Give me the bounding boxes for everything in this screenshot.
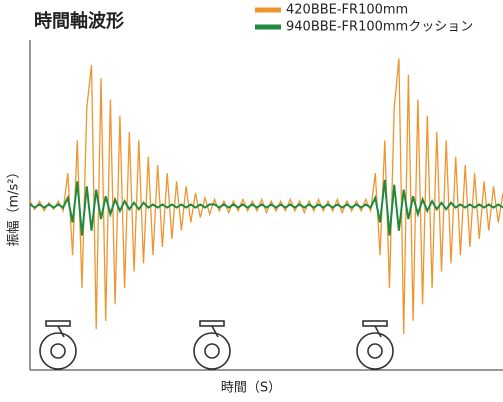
- x-axis-label: 時間（S）: [221, 381, 281, 396]
- legend: 420BBE-FR100mm 940BBE-FR100mmクッション: [255, 3, 473, 35]
- legend-label: 940BBE-FR100mmクッション: [286, 20, 473, 35]
- series-line: [29, 179, 503, 236]
- series-line: [29, 58, 503, 334]
- chart-title: 時間軸波形: [34, 10, 124, 32]
- caster-icons: [39, 320, 394, 370]
- y-axis-label: 振幅（m/s²）: [7, 165, 22, 246]
- legend-swatch: [255, 7, 281, 13]
- legend-label: 420BBE-FR100mm: [286, 3, 408, 18]
- legend-swatch: [255, 24, 281, 30]
- plot: [29, 58, 503, 334]
